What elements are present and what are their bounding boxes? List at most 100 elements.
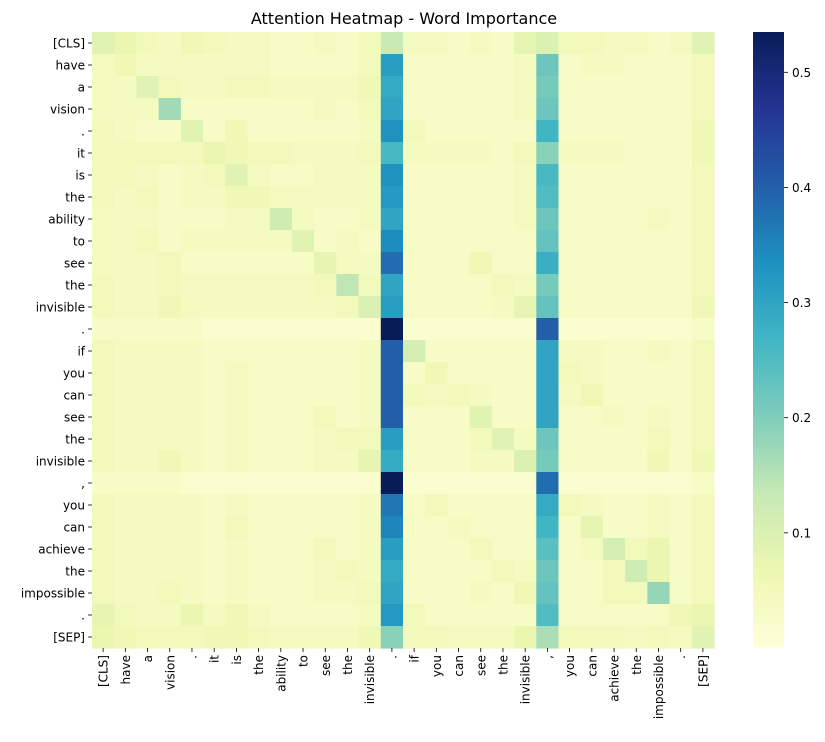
heatmap-cell [291, 626, 315, 649]
heatmap-cell [536, 32, 560, 55]
heatmap-cell [647, 428, 671, 451]
heatmap-cell [536, 604, 560, 627]
heatmap-cell [580, 406, 604, 429]
heatmap-cell [669, 318, 693, 341]
heatmap-cell [291, 428, 315, 451]
heatmap-cell [647, 54, 671, 77]
heatmap-cell [203, 54, 226, 77]
heatmap-cell [314, 626, 337, 649]
heatmap-cell [269, 428, 293, 451]
heatmap-cell [358, 164, 382, 187]
heatmap-cell [491, 362, 515, 385]
heatmap-cell [180, 384, 204, 407]
heatmap-cell [558, 340, 582, 363]
heatmap-cell [669, 560, 693, 583]
heatmap-cell [358, 318, 382, 341]
heatmap-cell [158, 626, 182, 649]
y-tick-label: . [81, 609, 85, 623]
heatmap-cell [114, 494, 138, 517]
heatmap-cell [625, 318, 648, 341]
heatmap-cell [203, 142, 226, 165]
heatmap-cell [469, 406, 493, 429]
heatmap-cell [647, 76, 671, 99]
heatmap-cell [158, 120, 182, 143]
heatmap-cell [336, 384, 360, 407]
heatmap-cell [291, 450, 315, 473]
heatmap-cell [647, 406, 671, 429]
heatmap-cell [136, 604, 160, 627]
heatmap-cell [536, 582, 560, 605]
heatmap-cell [536, 538, 560, 561]
x-tick-label: the [630, 655, 644, 675]
heatmap-cell [269, 142, 293, 165]
heatmap-cell [514, 626, 537, 649]
heatmap-cell [291, 516, 315, 539]
heatmap-cell [491, 54, 515, 77]
heatmap-cell [580, 494, 604, 517]
heatmap-cell [180, 274, 204, 297]
heatmap-cell [380, 252, 404, 275]
heatmap-cell [114, 362, 138, 385]
heatmap-cell [269, 340, 293, 363]
colorbar-tick-label: 0.3 [792, 296, 811, 310]
heatmap-cell [380, 186, 404, 209]
heatmap-cell [669, 472, 693, 495]
heatmap-cell [491, 208, 515, 231]
heatmap-cell [269, 76, 293, 99]
heatmap-cell [514, 340, 537, 363]
heatmap-cell [203, 450, 226, 473]
heatmap-cell [536, 340, 560, 363]
heatmap-cell [691, 230, 715, 253]
heatmap-cell [314, 120, 337, 143]
heatmap-cell [336, 230, 360, 253]
heatmap-cell [247, 208, 271, 231]
heatmap-cell [625, 428, 648, 451]
heatmap-cell [380, 604, 404, 627]
x-tick-label: [CLS] [97, 655, 111, 687]
heatmap-cell [247, 274, 271, 297]
x-tick-label: vision [163, 655, 177, 690]
heatmap-cell [269, 54, 293, 77]
heatmap-cell [580, 252, 604, 275]
heatmap-cell [536, 384, 560, 407]
heatmap-cell [491, 274, 515, 297]
heatmap-cell [514, 296, 537, 319]
heatmap-cell [403, 384, 426, 407]
heatmap-cell [92, 406, 115, 429]
heatmap-cell [92, 76, 115, 99]
heatmap-cell [136, 32, 160, 55]
heatmap-cell [180, 296, 204, 319]
heatmap-cell [180, 340, 204, 363]
heatmap-cell [469, 450, 493, 473]
heatmap-cell [114, 538, 138, 561]
heatmap-cell [92, 252, 115, 275]
heatmap-cell [203, 76, 226, 99]
heatmap-cell [225, 406, 249, 429]
heatmap-cell [158, 406, 182, 429]
heatmap-cell [247, 384, 271, 407]
heatmap-cell [291, 538, 315, 561]
heatmap-cell [180, 76, 204, 99]
heatmap-cell [536, 120, 560, 143]
heatmap-cell [602, 142, 626, 165]
heatmap-cell [536, 54, 560, 77]
heatmap-cell [136, 538, 160, 561]
heatmap-cell [514, 362, 537, 385]
heatmap-cell [669, 230, 693, 253]
heatmap-cell [314, 32, 337, 55]
heatmap-cell [558, 626, 582, 649]
heatmap-cell [625, 516, 648, 539]
heatmap-cell [536, 252, 560, 275]
heatmap-cell [247, 406, 271, 429]
heatmap-cell [203, 98, 226, 121]
x-tick-label: invisible [363, 655, 377, 704]
heatmap-cell [625, 538, 648, 561]
heatmap-cell [314, 164, 337, 187]
heatmap-cell [425, 32, 449, 55]
heatmap-cell [514, 384, 537, 407]
y-tick-label: see [64, 257, 85, 271]
heatmap-cell [158, 186, 182, 209]
colorbar-tick-label: 0.4 [792, 181, 811, 195]
heatmap-cell [336, 274, 360, 297]
